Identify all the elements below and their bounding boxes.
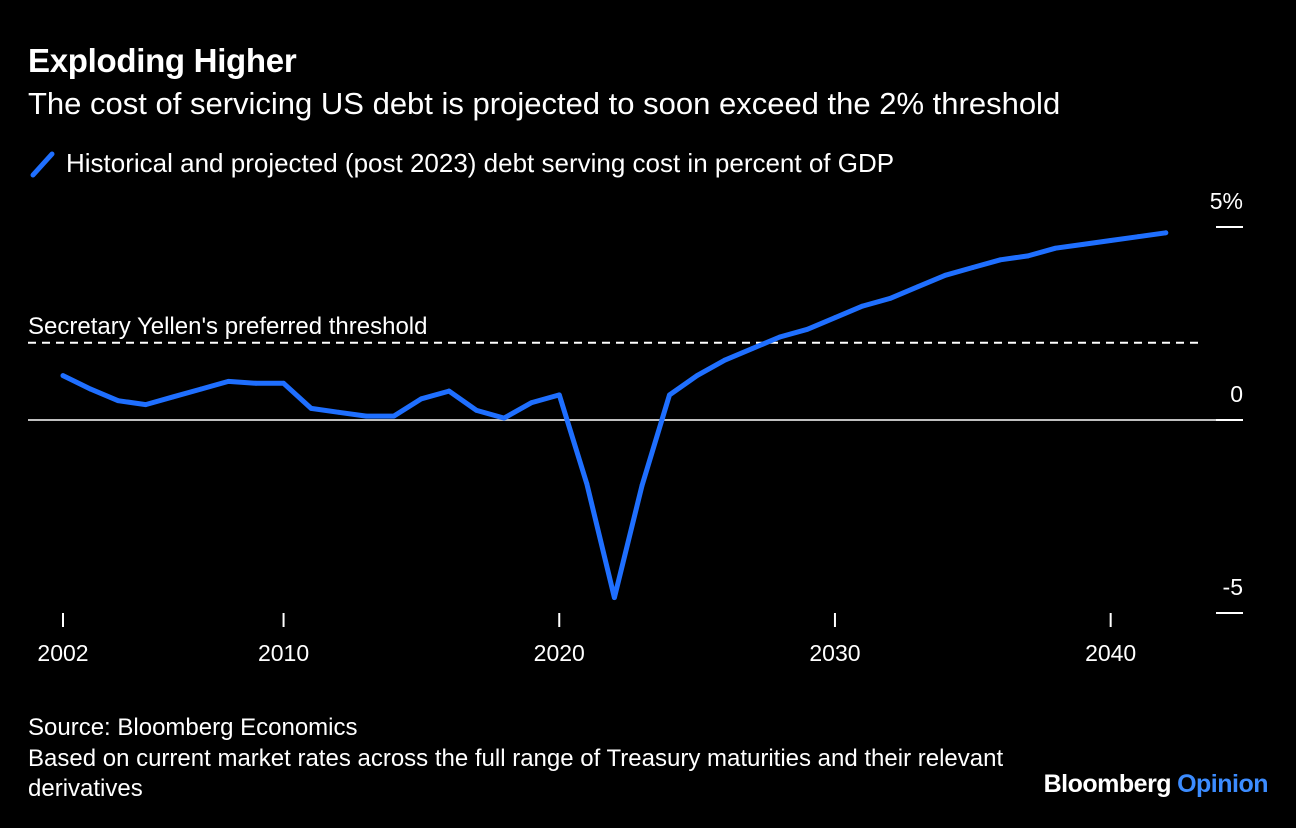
data-point [474, 407, 479, 413]
x-tick-label: 2040 [1085, 640, 1136, 666]
data-point [170, 394, 176, 400]
data-point [308, 406, 314, 411]
data-point [253, 380, 259, 386]
data-point [88, 386, 93, 392]
data-point [226, 379, 231, 384]
data-point [60, 373, 66, 379]
data-point [694, 373, 700, 379]
data-point [804, 326, 810, 332]
data-point [722, 357, 728, 363]
legend: Historical and projected (post 2023) deb… [28, 148, 894, 179]
data-point [1135, 234, 1141, 240]
data-point [997, 257, 1003, 263]
threshold-label: Secretary Yellen's preferred threshold [28, 313, 427, 340]
footnote-text: Based on current market rates across the… [28, 745, 1004, 802]
data-point [115, 398, 121, 404]
data-point [1025, 253, 1031, 259]
data-point [1163, 230, 1169, 236]
x-tick-label: 2030 [809, 640, 860, 666]
data-point [777, 334, 783, 340]
data-point [584, 481, 590, 487]
data-point [363, 413, 369, 419]
data-point [391, 413, 397, 419]
series-line [60, 230, 1169, 601]
x-tick-label: 2002 [37, 640, 88, 666]
data-point [529, 400, 535, 406]
y-tick-label: 0 [1230, 381, 1243, 407]
data-point [860, 303, 865, 309]
data-point [556, 392, 562, 398]
data-point [198, 386, 204, 392]
data-point [667, 392, 672, 398]
data-point [749, 346, 755, 351]
brand-logo: Bloomberg Opinion [1043, 770, 1269, 799]
data-point [1053, 245, 1058, 251]
data-point [336, 409, 342, 415]
data-point [281, 380, 286, 386]
data-point [915, 284, 921, 290]
brand-name: Bloomberg [1043, 770, 1172, 798]
chart-title: Exploding Higher [28, 42, 297, 79]
data-point [143, 402, 149, 407]
brand-section: Opinion [1177, 770, 1268, 798]
source-text: Source: Bloomberg Economics [28, 714, 358, 741]
data-point [419, 396, 424, 402]
data-point [639, 483, 645, 489]
data-point [970, 265, 976, 270]
y-tick-label: 5% [1210, 188, 1243, 214]
x-tick-label: 2010 [258, 640, 309, 666]
data-point [942, 272, 948, 278]
data-point [446, 388, 452, 394]
line-swatch-icon [28, 149, 58, 179]
y-tick-label: -5 [1223, 574, 1243, 600]
data-point [1108, 238, 1114, 243]
data-point [501, 415, 507, 421]
x-tick-label: 2020 [534, 640, 585, 666]
data-point [887, 296, 893, 301]
chart-subtitle: The cost of servicing US debt is project… [28, 86, 1061, 121]
data-point [832, 315, 838, 321]
legend-label: Historical and projected (post 2023) deb… [66, 148, 895, 178]
data-point [612, 595, 617, 600]
data-point [1080, 241, 1086, 247]
